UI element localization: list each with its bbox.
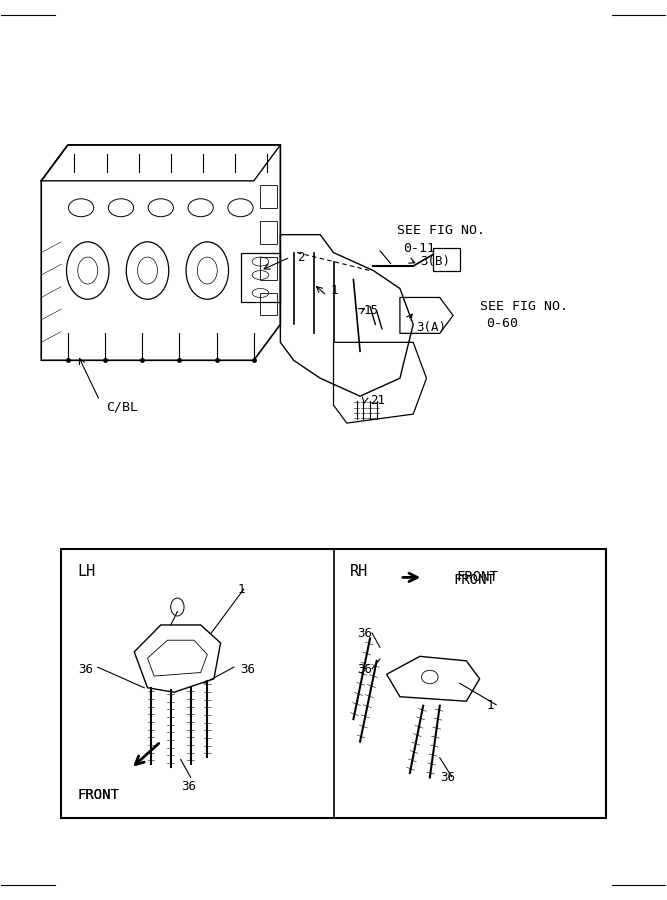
Text: LH: LH bbox=[78, 563, 96, 579]
Text: 36: 36 bbox=[241, 663, 255, 676]
Text: 0-11: 0-11 bbox=[404, 241, 436, 255]
Text: FRONT: FRONT bbox=[453, 573, 495, 587]
Text: SEE FIG NO.: SEE FIG NO. bbox=[397, 224, 485, 237]
Text: 36: 36 bbox=[440, 771, 455, 784]
Text: C/BL: C/BL bbox=[106, 400, 138, 413]
Text: 36: 36 bbox=[181, 780, 195, 793]
Text: 1: 1 bbox=[486, 699, 494, 712]
Text: 21: 21 bbox=[370, 394, 385, 407]
Text: RH: RH bbox=[350, 563, 368, 579]
Text: 3(A): 3(A) bbox=[416, 320, 446, 334]
Text: 36: 36 bbox=[357, 627, 372, 641]
Text: 3(B): 3(B) bbox=[420, 255, 450, 268]
Text: FRONT: FRONT bbox=[78, 788, 119, 803]
Text: 15: 15 bbox=[364, 304, 378, 318]
Text: 0-60: 0-60 bbox=[486, 317, 518, 330]
Text: 36: 36 bbox=[357, 663, 372, 676]
Text: 1: 1 bbox=[330, 284, 338, 297]
Text: 2: 2 bbox=[297, 250, 304, 264]
Text: 1: 1 bbox=[237, 582, 245, 596]
Text: 36: 36 bbox=[78, 663, 93, 676]
Text: SEE FIG NO.: SEE FIG NO. bbox=[480, 300, 568, 313]
Text: FRONT: FRONT bbox=[456, 571, 498, 584]
Text: FRONT: FRONT bbox=[78, 788, 119, 803]
